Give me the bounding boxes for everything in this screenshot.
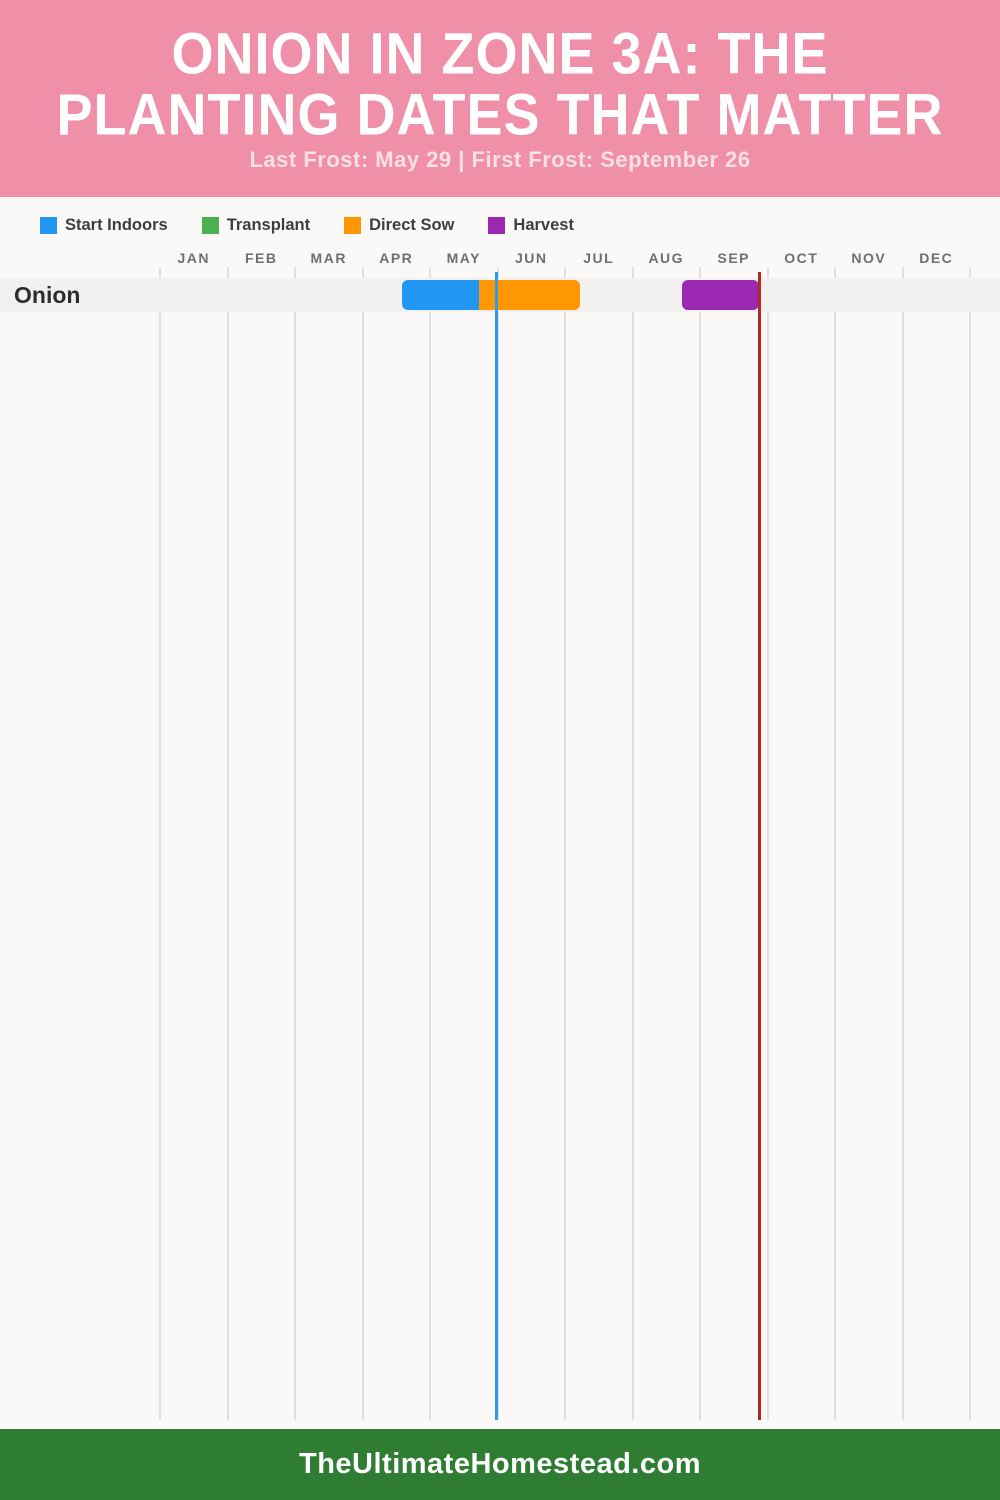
- month-label-sep: SEP: [717, 250, 750, 266]
- frost-dates-subtitle: Last Frost: May 29 | First Frost: Septem…: [249, 146, 751, 172]
- month-gridline: [564, 267, 566, 1420]
- site-url: TheUltimateHomestead.com: [299, 1448, 701, 1480]
- month-axis: JAN FEB MAR APR MAY JUN JUL AUG SEP OCT NOV DEC: [0, 250, 1000, 268]
- last-frost-line: [494, 272, 498, 1420]
- month-gridline: [159, 267, 161, 1420]
- page-title-line1: ONION IN ZONE 3A: THE: [171, 21, 829, 87]
- header-banner: ONION IN ZONE 3A: THE PLANTING DATES THA…: [0, 0, 1000, 197]
- footer-banner: TheUltimateHomestead.com: [0, 1429, 1000, 1500]
- legend-swatch-icon: [40, 217, 57, 234]
- month-gridline: [699, 267, 701, 1420]
- month-label-jan: JAN: [177, 250, 210, 266]
- page-title-line2: PLANTING DATES THAT MATTER: [56, 82, 944, 147]
- legend-swatch-icon: [488, 217, 506, 234]
- month-label-nov: NOV: [851, 250, 887, 266]
- month-gridline: [834, 267, 836, 1420]
- bar-start-indoors: [402, 280, 480, 310]
- month-gridline: [901, 267, 904, 1420]
- crop-row-label: Onion: [14, 282, 81, 308]
- month-gridline: [429, 267, 431, 1420]
- legend-label: Harvest: [513, 216, 574, 234]
- month-label-dec: DEC: [919, 250, 954, 266]
- bar-harvest: [681, 280, 759, 310]
- month-gridline: [226, 267, 229, 1420]
- month-label-jul: JUL: [583, 250, 615, 266]
- legend-swatch-icon: [201, 217, 219, 234]
- month-label-aug: AUG: [648, 250, 685, 266]
- legend-swatch-icon: [344, 217, 362, 234]
- month-gridline: [631, 267, 634, 1420]
- legend-label: Direct Sow: [369, 216, 455, 234]
- month-label-may: MAY: [446, 250, 481, 266]
- month-label-oct: OCT: [784, 250, 819, 266]
- month-label-feb: FEB: [245, 250, 278, 266]
- legend-item-transplant: Transplant: [201, 216, 311, 235]
- legend-item-harvest: Harvest: [488, 216, 574, 235]
- legend-item-direct-sow: Direct Sow: [344, 216, 454, 235]
- month-label-apr: APR: [379, 250, 414, 266]
- legend-label: Transplant: [226, 216, 311, 234]
- month-label-mar: MAR: [310, 250, 347, 266]
- legend-label: Start Indoors: [65, 216, 168, 234]
- legend: Start Indoors Transplant Direct Sow Harvest: [40, 216, 574, 235]
- legend-item-start-indoors: Start Indoors: [40, 216, 168, 235]
- month-gridline: [969, 267, 971, 1420]
- first-frost-line: [757, 272, 761, 1420]
- chart-grid: [0, 267, 1000, 1420]
- month-label-jun: JUN: [514, 250, 548, 266]
- month-gridline: [294, 267, 296, 1420]
- month-gridline: [361, 267, 364, 1420]
- month-gridline: [766, 267, 769, 1420]
